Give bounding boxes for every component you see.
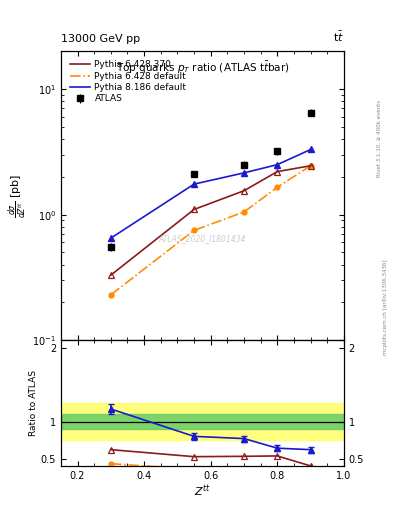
Text: t$\bar{t}$: t$\bar{t}$ — [333, 29, 344, 44]
Pythia 6.428 default — [192, 227, 196, 233]
Text: ATLAS_2020_I1801434: ATLAS_2020_I1801434 — [159, 234, 246, 244]
Bar — [61, 414, 344, 429]
Pythia 6.428 370 — [108, 272, 113, 278]
Text: mcplots.cern.ch [arXiv:1306.3436]: mcplots.cern.ch [arXiv:1306.3436] — [383, 260, 387, 355]
Pythia 6.428 370 — [308, 163, 313, 169]
Y-axis label: $\frac{d\sigma}{dZ^{tt}}$ [pb]: $\frac{d\sigma}{dZ^{tt}}$ [pb] — [7, 174, 29, 218]
Text: 13000 GeV pp: 13000 GeV pp — [61, 33, 140, 44]
Pythia 6.428 370 — [275, 168, 280, 175]
Pythia 8.186 default — [192, 181, 196, 187]
Line: Pythia 6.428 370: Pythia 6.428 370 — [111, 166, 310, 275]
Pythia 8.186 default — [275, 162, 280, 168]
Text: Top quarks $p_T$ ratio (ATLAS t$\bar{t}$bar): Top quarks $p_T$ ratio (ATLAS t$\bar{t}$… — [116, 60, 289, 76]
Pythia 6.428 default — [242, 209, 246, 215]
Pythia 6.428 370 — [242, 188, 246, 194]
Pythia 6.428 default — [108, 292, 113, 298]
X-axis label: $Z^{tt}$: $Z^{tt}$ — [194, 483, 211, 499]
Pythia 8.186 default — [108, 235, 113, 241]
Pythia 6.428 370 — [192, 206, 196, 212]
Pythia 8.186 default — [308, 146, 313, 153]
Line: Pythia 6.428 default: Pythia 6.428 default — [111, 166, 310, 295]
Text: Rivet 3.1.10, ≥ 400k events: Rivet 3.1.10, ≥ 400k events — [377, 100, 382, 177]
Line: Pythia 8.186 default: Pythia 8.186 default — [111, 150, 310, 238]
Pythia 6.428 default — [275, 184, 280, 190]
Bar — [61, 403, 344, 440]
Pythia 8.186 default — [242, 170, 246, 176]
Legend: Pythia 6.428 370, Pythia 6.428 default, Pythia 8.186 default, ATLAS: Pythia 6.428 370, Pythia 6.428 default, … — [68, 58, 188, 105]
Pythia 6.428 default — [308, 163, 313, 169]
Y-axis label: Ratio to ATLAS: Ratio to ATLAS — [29, 370, 38, 436]
